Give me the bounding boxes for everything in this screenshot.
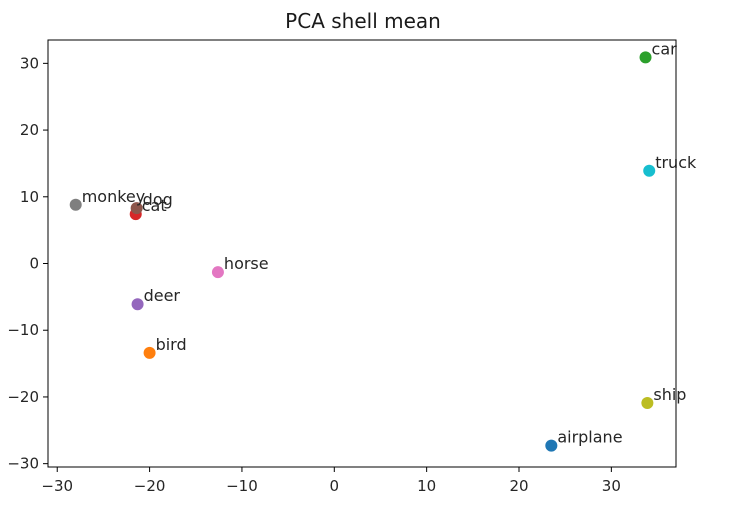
x-tick-label: 10 xyxy=(417,477,436,495)
chart-title: PCA shell mean xyxy=(285,9,441,33)
y-tick-label: 0 xyxy=(29,255,39,273)
point-label-ship: ship xyxy=(653,385,686,404)
y-tick-label: −30 xyxy=(7,455,39,473)
x-tick-label: 30 xyxy=(602,477,621,495)
x-tick-label: −30 xyxy=(41,477,73,495)
y-tick-label: 30 xyxy=(20,54,39,72)
point-ship xyxy=(641,396,654,409)
point-label-bird: bird xyxy=(156,335,187,354)
point-label-horse: horse xyxy=(224,254,269,273)
y-tick-label: −20 xyxy=(7,388,39,406)
point-label-airplane: airplane xyxy=(557,428,622,447)
point-label-deer: deer xyxy=(144,286,181,305)
point-dog xyxy=(130,202,143,215)
x-tick-label: −20 xyxy=(134,477,166,495)
point-airplane xyxy=(545,439,558,452)
point-labels: airplane bird car cat deer dog horse monkey ship… xyxy=(82,39,697,446)
point-label-cat: cat xyxy=(142,196,167,215)
x-tick-label: −10 xyxy=(226,477,258,495)
plot-area-frame xyxy=(47,39,677,468)
point-label-car: car xyxy=(652,39,678,58)
y-tick-label: 20 xyxy=(20,121,39,139)
y-tick-label: −10 xyxy=(7,321,39,339)
x-tick-label: 0 xyxy=(330,477,340,495)
axis-ticks: −30 −20 −10 0 10 20 30 −30 −20 −10 0 10 20 30 xyxy=(7,54,621,495)
point-horse xyxy=(211,266,224,279)
point-bird xyxy=(143,346,156,359)
point-label-dog: dog xyxy=(143,190,173,209)
data-points xyxy=(69,51,656,452)
point-deer xyxy=(131,298,144,311)
point-label-monkey: monkey xyxy=(82,187,146,206)
point-car xyxy=(639,51,652,64)
y-tick-label: 10 xyxy=(20,188,39,206)
point-truck xyxy=(643,164,656,177)
point-monkey xyxy=(69,198,82,211)
x-tick-label: 20 xyxy=(509,477,528,495)
